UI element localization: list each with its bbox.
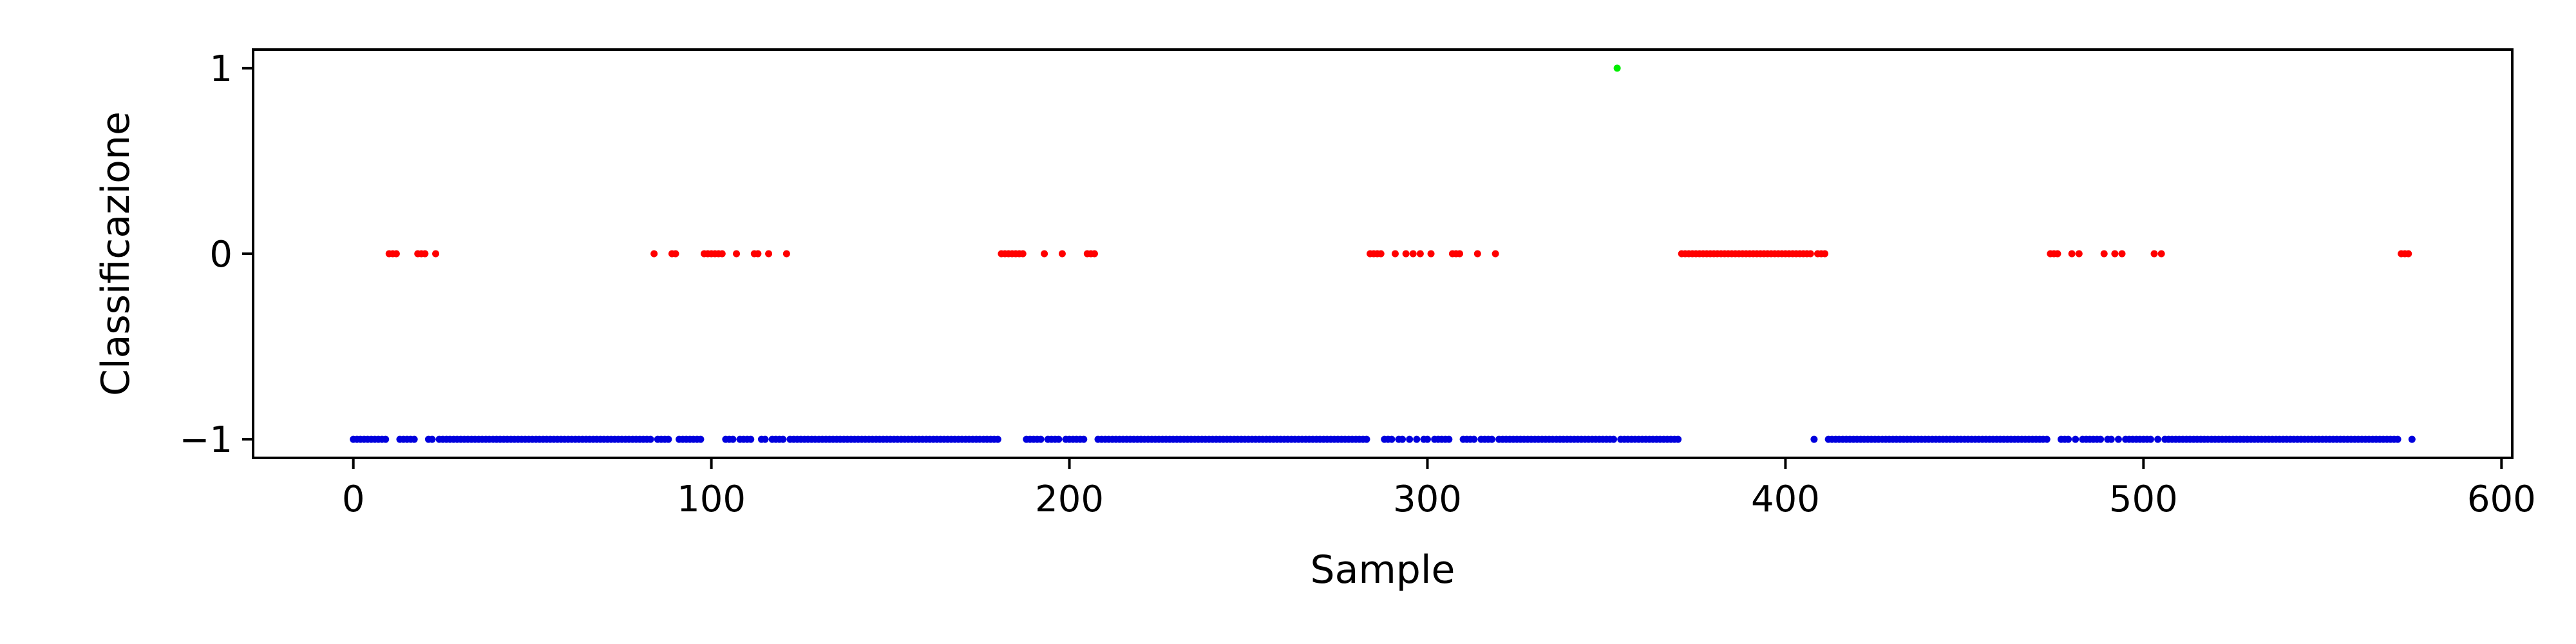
data-point-class-minus1 xyxy=(1399,435,1406,443)
y-ticks: −1 0 1 xyxy=(179,48,253,461)
y-axis-label: Classificazione xyxy=(93,111,138,396)
data-point-class-minus1 xyxy=(1037,435,1045,443)
data-point-class-0 xyxy=(1391,250,1399,258)
data-point-class-0 xyxy=(2100,250,2108,258)
data-point-class-0 xyxy=(421,250,429,258)
x-ticks: 0 100 200 300 400 500 600 xyxy=(342,458,2536,520)
data-point-class-minus1 xyxy=(428,435,436,443)
data-point-class-minus1 xyxy=(1055,435,1063,443)
data-point-class-minus1 xyxy=(1406,435,1414,443)
data-point-class-minus1 xyxy=(647,435,654,443)
data-point-class-0 xyxy=(1473,250,1481,258)
data-point-class-minus1 xyxy=(1674,435,1682,443)
data-point-class-0 xyxy=(1416,250,1424,258)
x-tick-label: 300 xyxy=(1393,478,1462,520)
data-point-class-minus1 xyxy=(1610,435,1618,443)
data-point-class-0 xyxy=(672,250,679,258)
y-tick-label: −1 xyxy=(179,419,232,461)
data-point-class-0 xyxy=(2157,250,2165,258)
data-point-class-0 xyxy=(392,250,400,258)
data-point-class-minus1 xyxy=(2394,435,2401,443)
data-point-class-minus1 xyxy=(1363,435,1370,443)
data-point-class-minus1 xyxy=(1388,435,1396,443)
data-point-class-0 xyxy=(733,250,741,258)
x-tick-label: 500 xyxy=(2109,478,2178,520)
data-point-class-minus1 xyxy=(382,435,390,443)
data-point-class-minus1 xyxy=(1413,435,1421,443)
data-point-class-minus1 xyxy=(2065,435,2072,443)
data-point-class-minus1 xyxy=(1080,435,1088,443)
data-point-class-0 xyxy=(782,250,790,258)
data-point-class-minus1 xyxy=(410,435,418,443)
data-point-class-0 xyxy=(432,250,440,258)
data-point-class-0 xyxy=(1019,250,1027,258)
data-point-class-0 xyxy=(1806,250,1814,258)
data-point-class-0 xyxy=(1041,250,1048,258)
data-point-class-minus1 xyxy=(1810,435,1818,443)
data-point-class-0 xyxy=(2068,250,2076,258)
y-tick-label: 0 xyxy=(209,234,232,276)
data-point-class-minus1 xyxy=(1488,435,1496,443)
data-point-class-0 xyxy=(2405,250,2412,258)
data-point-class-0 xyxy=(1409,250,1417,258)
data-point-class-0 xyxy=(718,250,726,258)
data-point-class-0 xyxy=(650,250,658,258)
data-point-class-0 xyxy=(1492,250,1499,258)
data-point-class-0 xyxy=(2150,250,2158,258)
data-point-class-0 xyxy=(2111,250,2119,258)
x-axis-label: Sample xyxy=(1311,547,1455,592)
y-tick-label: 1 xyxy=(209,48,232,90)
points-layer xyxy=(350,64,2416,443)
data-point-class-0 xyxy=(1377,250,1385,258)
data-point-class-minus1 xyxy=(2072,435,2079,443)
data-point-class-minus1 xyxy=(729,435,737,443)
data-point-class-0 xyxy=(2054,250,2061,258)
data-point-class-minus1 xyxy=(994,435,1001,443)
data-point-class-minus1 xyxy=(2408,435,2416,443)
data-point-class-0 xyxy=(1456,250,1464,258)
x-tick-label: 0 xyxy=(342,478,365,520)
data-point-class-1 xyxy=(1613,64,1621,72)
data-point-class-minus1 xyxy=(2107,435,2115,443)
data-point-class-0 xyxy=(1402,250,1410,258)
data-point-class-minus1 xyxy=(697,435,705,443)
data-point-class-0 xyxy=(1090,250,1098,258)
x-tick-label: 600 xyxy=(2467,478,2536,520)
data-point-class-minus1 xyxy=(779,435,787,443)
data-point-class-minus1 xyxy=(665,435,672,443)
x-tick-label: 200 xyxy=(1035,478,1104,520)
data-point-class-0 xyxy=(754,250,762,258)
data-point-class-minus1 xyxy=(761,435,769,443)
data-point-class-minus1 xyxy=(1423,435,1431,443)
x-tick-label: 100 xyxy=(677,478,746,520)
data-point-class-minus1 xyxy=(2097,435,2105,443)
data-point-class-minus1 xyxy=(2043,435,2050,443)
x-tick-label: 400 xyxy=(1751,478,1820,520)
data-point-class-0 xyxy=(1427,250,1435,258)
data-point-class-minus1 xyxy=(2154,435,2162,443)
data-point-class-0 xyxy=(2075,250,2083,258)
data-point-class-0 xyxy=(1058,250,1066,258)
data-point-class-minus1 xyxy=(2114,435,2122,443)
data-point-class-minus1 xyxy=(1445,435,1453,443)
data-point-class-0 xyxy=(765,250,773,258)
data-point-class-minus1 xyxy=(1470,435,1478,443)
data-point-class-minus1 xyxy=(2146,435,2154,443)
data-point-class-minus1 xyxy=(747,435,755,443)
data-point-class-0 xyxy=(2118,250,2126,258)
data-point-class-0 xyxy=(1821,250,1829,258)
